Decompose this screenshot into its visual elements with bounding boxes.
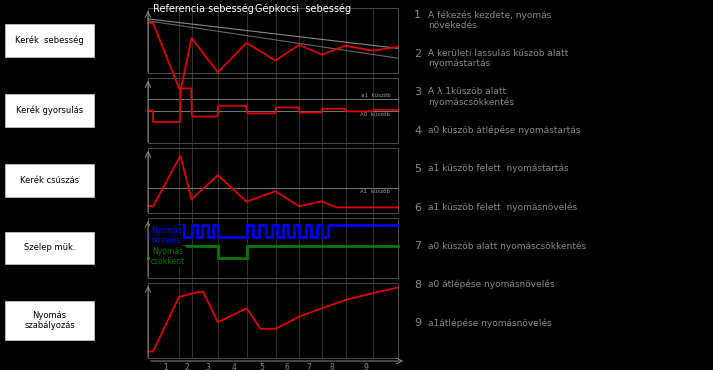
Text: A1  küszöb: A1 küszöb xyxy=(361,189,391,194)
Text: 7: 7 xyxy=(414,241,421,251)
Text: 5: 5 xyxy=(260,363,265,370)
Text: Kerék csúszás: Kerék csúszás xyxy=(20,176,79,185)
Text: A λ.1küszöb alatt
nyomáscsökkentés: A λ.1küszöb alatt nyomáscsökkentés xyxy=(428,87,514,107)
Bar xyxy=(148,148,398,213)
Text: a0 átlépése nyomásnövelés: a0 átlépése nyomásnövelés xyxy=(428,280,555,289)
Text: a1 küszöb felett  nyomásnövelés: a1 küszöb felett nyomásnövelés xyxy=(428,203,577,212)
Text: 3: 3 xyxy=(414,87,421,97)
Text: 8: 8 xyxy=(414,280,421,290)
Text: 8: 8 xyxy=(329,363,334,370)
Text: 5: 5 xyxy=(414,164,421,174)
Text: 4: 4 xyxy=(414,126,421,136)
Text: Kerék  sebesség: Kerék sebesség xyxy=(15,36,84,45)
Text: 4: 4 xyxy=(232,363,237,370)
Text: 9: 9 xyxy=(363,363,368,370)
Bar xyxy=(5,164,94,198)
Text: Gépkocsi  sebesség: Gépkocsi sebesség xyxy=(255,3,351,13)
Text: 3: 3 xyxy=(205,363,210,370)
Text: Nyomás
szabályozás: Nyomás szabályozás xyxy=(24,311,75,330)
Text: A fékezés kezdete, nyomás
növekedés: A fékezés kezdete, nyomás növekedés xyxy=(428,10,551,30)
Text: a0 küszöb átlépése nyomástartás: a0 küszöb átlépése nyomástartás xyxy=(428,126,580,135)
Text: a1átlépése nyomásnövelés: a1átlépése nyomásnövelés xyxy=(428,319,552,328)
Bar xyxy=(5,94,94,127)
Bar xyxy=(5,24,94,57)
Text: a0 küszöb alatt nyomáscsökkentés: a0 küszöb alatt nyomáscsökkentés xyxy=(428,241,586,251)
Bar xyxy=(148,78,398,143)
Text: A kerületi lassulás küszöb alatt
nyomástartás: A kerületi lassulás küszöb alatt nyomást… xyxy=(428,48,568,68)
Text: A0  küszöb: A0 küszöb xyxy=(361,111,391,117)
Text: 6: 6 xyxy=(284,363,289,370)
Text: 1: 1 xyxy=(163,363,168,370)
Bar xyxy=(148,8,398,73)
Text: a1 küszöb felett  nyomástartás: a1 küszöb felett nyomástartás xyxy=(428,164,569,173)
Text: 9: 9 xyxy=(414,319,421,329)
Bar xyxy=(148,218,398,278)
Bar xyxy=(5,301,94,340)
Text: 2: 2 xyxy=(414,48,421,58)
Text: 1: 1 xyxy=(414,10,421,20)
Text: Referencia sebesség: Referencia sebesség xyxy=(153,3,253,13)
Text: Nyomás
növelés: Nyomás növelés xyxy=(151,226,182,245)
Text: Szelep mük.: Szelep mük. xyxy=(24,243,76,252)
Text: Nyomás
csökkent: Nyomás csökkent xyxy=(151,247,185,266)
Bar xyxy=(5,232,94,263)
Text: 7: 7 xyxy=(307,363,312,370)
Bar xyxy=(148,283,398,358)
Text: 6: 6 xyxy=(414,203,421,213)
Text: Kerék gyorsulás: Kerék gyorsulás xyxy=(16,106,83,115)
Text: a1  küszöb: a1 küszöb xyxy=(361,93,391,98)
Text: 2: 2 xyxy=(185,363,189,370)
